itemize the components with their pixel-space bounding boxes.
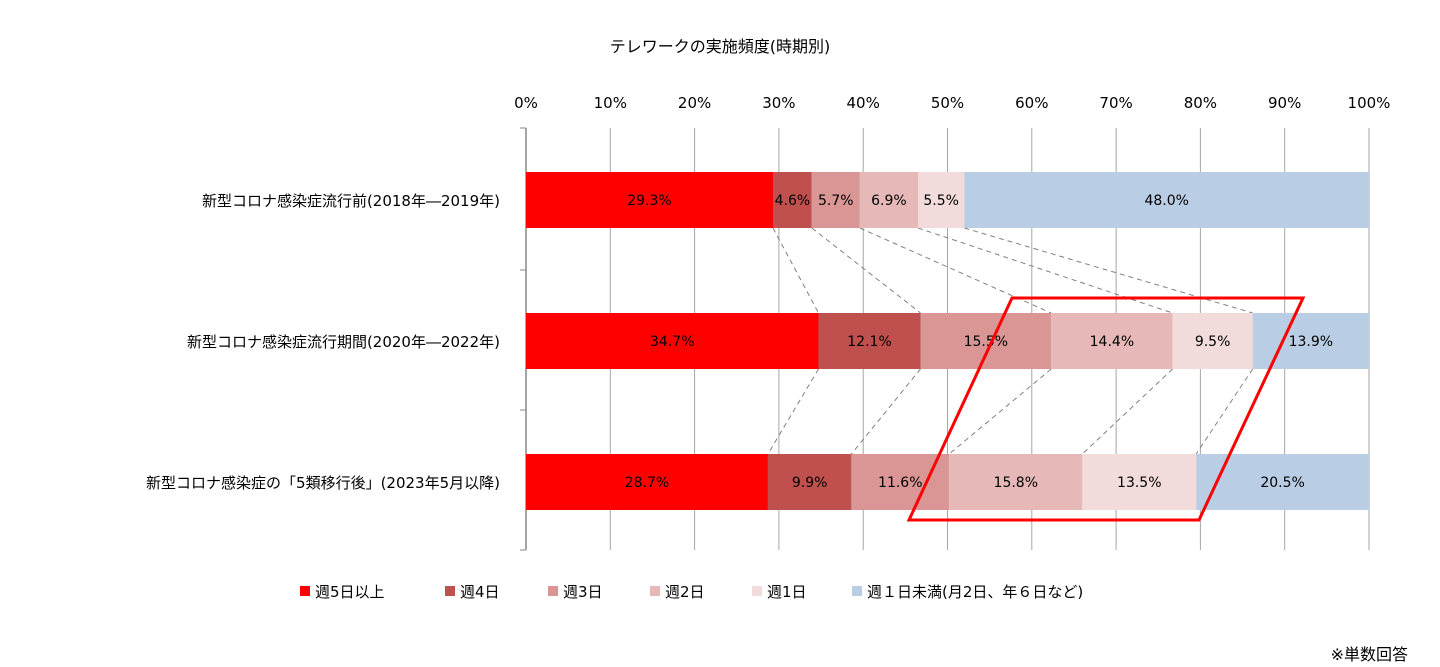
legend-label: 週4日	[460, 583, 500, 601]
data-label: 14.4%	[1090, 334, 1134, 350]
data-label: 6.9%	[871, 193, 907, 209]
legend-label: 週１日未満(月2日、年６日など)	[867, 583, 1083, 601]
bar-segment	[767, 454, 852, 510]
connector-line	[948, 368, 1052, 455]
bar-segment	[964, 172, 1369, 228]
x-tick-label: 50%	[931, 94, 964, 112]
data-label: 29.3%	[627, 193, 671, 209]
bar-segment	[920, 313, 1052, 369]
x-tick-label: 100%	[1348, 94, 1391, 112]
legend-swatch	[752, 586, 762, 596]
highlight-parallelogram	[906, 296, 1306, 522]
connector-line	[917, 227, 1173, 314]
legend-swatch	[445, 586, 455, 596]
data-label: 20.5%	[1260, 475, 1304, 491]
data-label: 5.5%	[923, 193, 959, 209]
category-label: 新型コロナ感染症流行期間(2020年―2022年)	[187, 333, 500, 351]
chart-title: テレワークの実施頻度(時期別)	[610, 37, 831, 56]
bar-segment	[1252, 313, 1369, 369]
bar-segment	[917, 172, 965, 228]
legend-label: 週5日以上	[315, 583, 385, 601]
legend-swatch	[548, 586, 558, 596]
x-tick-label: 80%	[1184, 94, 1217, 112]
x-tick-label: 70%	[1099, 94, 1132, 112]
legend-label: 週3日	[563, 583, 603, 601]
data-label: 9.5%	[1195, 334, 1231, 350]
legend-swatch	[300, 586, 310, 596]
bar-segment	[1082, 454, 1197, 510]
bar-segment	[1172, 313, 1253, 369]
x-tick-label: 30%	[762, 94, 795, 112]
x-tick-label: 20%	[678, 94, 711, 112]
data-label: 28.7%	[625, 475, 669, 491]
bar-segment	[811, 172, 860, 228]
connector-line	[1082, 368, 1173, 455]
x-tick-label: 60%	[1015, 94, 1048, 112]
legend-label: 週1日	[767, 583, 807, 601]
data-label: 34.7%	[650, 334, 694, 350]
legend-swatch	[852, 586, 862, 596]
bar-segment	[949, 454, 1083, 510]
x-tick-label: 90%	[1268, 94, 1301, 112]
data-label: 4.6%	[775, 193, 811, 209]
data-label: 15.5%	[964, 334, 1008, 350]
data-label: 15.8%	[994, 475, 1038, 491]
connector-line	[851, 368, 921, 455]
connector-line	[1195, 368, 1254, 455]
data-label: 13.9%	[1289, 334, 1333, 350]
note-text: ※単数回答	[1331, 645, 1408, 664]
bar-segment	[526, 313, 819, 369]
category-label: 新型コロナ感染症流行前(2018年―2019年)	[202, 192, 500, 210]
data-label: 12.1%	[847, 334, 891, 350]
data-label: 13.5%	[1117, 475, 1161, 491]
data-label: 5.7%	[818, 193, 854, 209]
bar-segment	[526, 454, 768, 510]
bar-segment	[859, 172, 918, 228]
bar-segment	[818, 313, 921, 369]
connector-line	[811, 227, 921, 314]
connector-line	[964, 227, 1253, 314]
x-tick-label: 40%	[847, 94, 880, 112]
category-label: 新型コロナ感染症の「5類移行後」(2023年5月以降)	[146, 474, 500, 492]
bar-segment	[526, 172, 773, 228]
legend-swatch	[650, 586, 660, 596]
bar-segment	[1051, 313, 1173, 369]
data-label: 48.0%	[1144, 193, 1188, 209]
connector-line	[772, 227, 819, 314]
connector-line	[767, 368, 819, 455]
data-label: 11.6%	[878, 475, 922, 491]
legend-label: 週2日	[665, 583, 705, 601]
x-tick-label: 0%	[514, 94, 538, 112]
bar-segment	[772, 172, 812, 228]
x-tick-label: 10%	[594, 94, 627, 112]
bar-segment	[851, 454, 950, 510]
data-label: 9.9%	[792, 475, 828, 491]
